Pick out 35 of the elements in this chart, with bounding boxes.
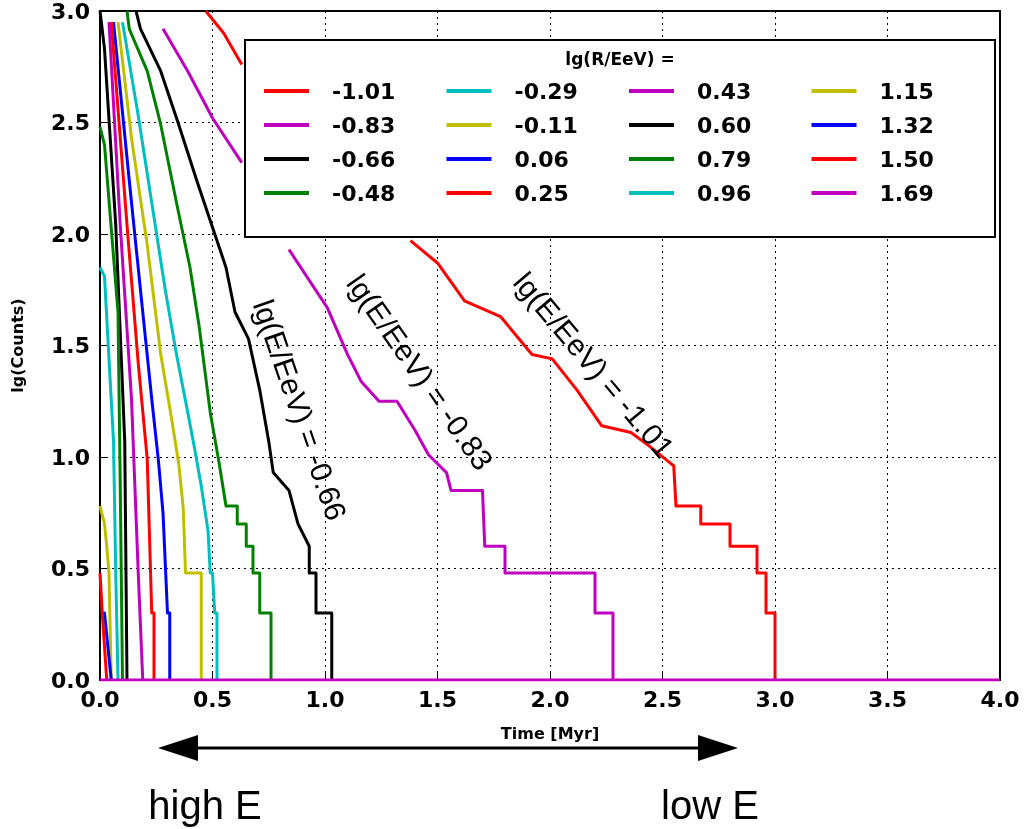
x-tick-label: 3.5 — [868, 686, 907, 712]
legend-label: 0.25 — [514, 180, 569, 206]
x-axis-title: Time [Myr] — [500, 723, 600, 743]
text: high E — [148, 783, 262, 827]
x-tick-label: 2.5 — [643, 686, 682, 712]
x-tick-label: 4.0 — [980, 686, 1020, 712]
legend-label: -0.29 — [514, 78, 578, 104]
legend-label: 1.69 — [879, 180, 934, 206]
legend-label: -0.83 — [332, 112, 396, 138]
x-tick-label: 1.0 — [305, 686, 345, 712]
text: low E — [661, 783, 759, 827]
legend-title: lg(R/EeV) = — [565, 48, 675, 69]
legend-label: -0.48 — [332, 180, 396, 206]
legend-label: -0.11 — [514, 112, 578, 138]
x-tick-label: 1.5 — [418, 686, 457, 712]
x-tick-label: 2.0 — [530, 686, 570, 712]
legend-label: 0.06 — [514, 146, 569, 172]
legend-label: 0.79 — [697, 146, 752, 172]
x-tick-label: 0.5 — [193, 686, 232, 712]
y-tick-label: 2.0 — [51, 221, 90, 247]
legend-label: 1.32 — [879, 112, 934, 138]
x-tick-label: 3.0 — [755, 686, 795, 712]
y-tick-label: 1.5 — [51, 333, 90, 358]
legend-label: 0.43 — [697, 78, 752, 104]
y-tick-label: 2.5 — [51, 110, 90, 135]
legend-label: 0.96 — [697, 180, 752, 206]
y-axis-title: lg(Counts) — [7, 298, 27, 393]
y-tick-label: 1.0 — [51, 444, 90, 470]
legend-label: 1.50 — [879, 146, 934, 172]
y-tick-label: 3.0 — [51, 0, 90, 24]
legend-label: 0.60 — [697, 112, 752, 138]
legend-label: 1.15 — [879, 78, 934, 104]
legend-label: -0.66 — [332, 146, 396, 172]
y-tick-label: 0.5 — [51, 556, 90, 581]
legend-label: -1.01 — [332, 78, 396, 104]
